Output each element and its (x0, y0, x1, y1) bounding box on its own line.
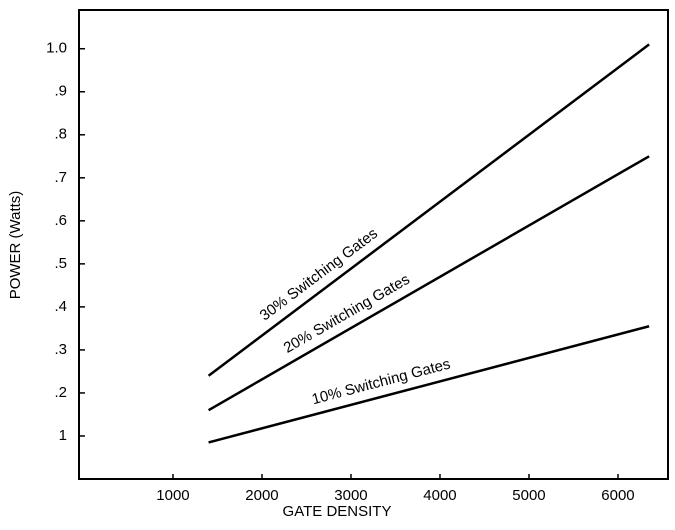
y-tick-label: .3 (54, 341, 67, 358)
data-line (208, 325, 650, 444)
x-tick-label: 6000 (601, 487, 634, 504)
x-tick-label: 3000 (334, 487, 367, 504)
y-axis-label: POWER (Watts) (7, 191, 24, 300)
y-tick-label: .6 (54, 212, 67, 229)
data-line (207, 155, 650, 412)
y-tick-label: .9 (54, 83, 67, 100)
x-tick-label: 5000 (512, 487, 545, 504)
plot-frame (78, 9, 669, 480)
y-tick-label: .2 (54, 384, 67, 401)
x-tick-label: 4000 (423, 487, 456, 504)
x-tick-label: 1000 (156, 487, 189, 504)
series-label: 10% Switching Gates (310, 356, 452, 409)
y-tick-label: .4 (54, 298, 67, 315)
x-axis-label: GATE DENSITY (283, 503, 392, 520)
data-line (207, 43, 650, 377)
y-tick-label: 1 (59, 427, 67, 444)
y-tick-label: .5 (54, 255, 67, 272)
x-tick-label: 2000 (245, 487, 278, 504)
y-tick-label: .8 (54, 126, 67, 143)
y-tick-label: .7 (54, 169, 67, 186)
y-tick-label: 1.0 (46, 40, 67, 57)
